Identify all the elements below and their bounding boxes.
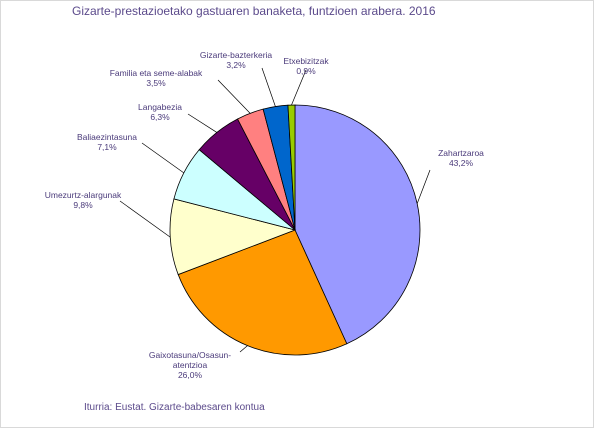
slice-value-label: 6,3% [150, 112, 170, 122]
leader-line [261, 67, 276, 107]
slice-label: Gaixotasuna/Osasun-atentzioa 26,0% [149, 350, 231, 380]
slice-name-label: Langabezia [138, 102, 182, 112]
slice-name-label: atentzioa [173, 360, 208, 370]
slice-name-label: Umezurtz-alargunak [45, 190, 122, 200]
slice-label: Etxebizitzak 0,9% [283, 56, 329, 76]
slice-name-label: Etxebizitzak [283, 56, 329, 66]
leader-lines [119, 67, 431, 353]
slice-name-label: Gaixotasuna/Osasun- [149, 350, 231, 360]
slice-name-label: Zahartzaroa [438, 148, 484, 158]
slice-name-label: Familia eta seme-alabak [110, 68, 203, 78]
pie-slices [169, 104, 421, 356]
slice-value-label: 3,5% [146, 78, 166, 88]
slice-label: Familia eta seme-alabak 3,5% [110, 68, 203, 88]
slice-labels: Zahartzaroa 43,2% Gaixotasuna/Osasun-atent… [45, 50, 484, 380]
leader-line [416, 169, 431, 204]
slice-value-label: 3,2% [226, 60, 246, 70]
slice-label: Langabezia 6,3% [138, 102, 182, 122]
slice-name-label: Baliaezintasuna [77, 132, 137, 142]
slice-label: Gizarte-bazterkeria 3,2% [200, 50, 273, 70]
pie-slice [287, 104, 296, 231]
leader-line [217, 79, 251, 114]
slice-value-label: 26,0% [178, 370, 203, 380]
pie-slice [294, 104, 421, 345]
pie-slice [169, 198, 297, 276]
slice-label: Zahartzaroa 43,2% [438, 148, 484, 168]
leader-line [291, 69, 307, 106]
slice-value-label: 43,2% [449, 158, 474, 168]
chart-source: Iturria: Eustat. Gizarte-babesaren kontu… [84, 402, 265, 413]
chart-title: Gizarte-prestazioetako gastuaren banaket… [72, 4, 436, 18]
slice-label: Baliaezintasuna 7,1% [77, 132, 137, 152]
slice-value-label: 0,9% [296, 66, 316, 76]
slice-label: Umezurtz-alargunak 9,8% [45, 190, 122, 210]
leader-line [119, 200, 171, 238]
leader-line [141, 142, 185, 174]
slice-value-label: 7,1% [97, 142, 117, 152]
pie-slice [177, 229, 348, 356]
slice-value-label: 9,8% [73, 200, 93, 210]
leader-line [187, 113, 217, 133]
leader-line [239, 345, 248, 353]
slice-name-label: Gizarte-bazterkeria [200, 50, 273, 60]
